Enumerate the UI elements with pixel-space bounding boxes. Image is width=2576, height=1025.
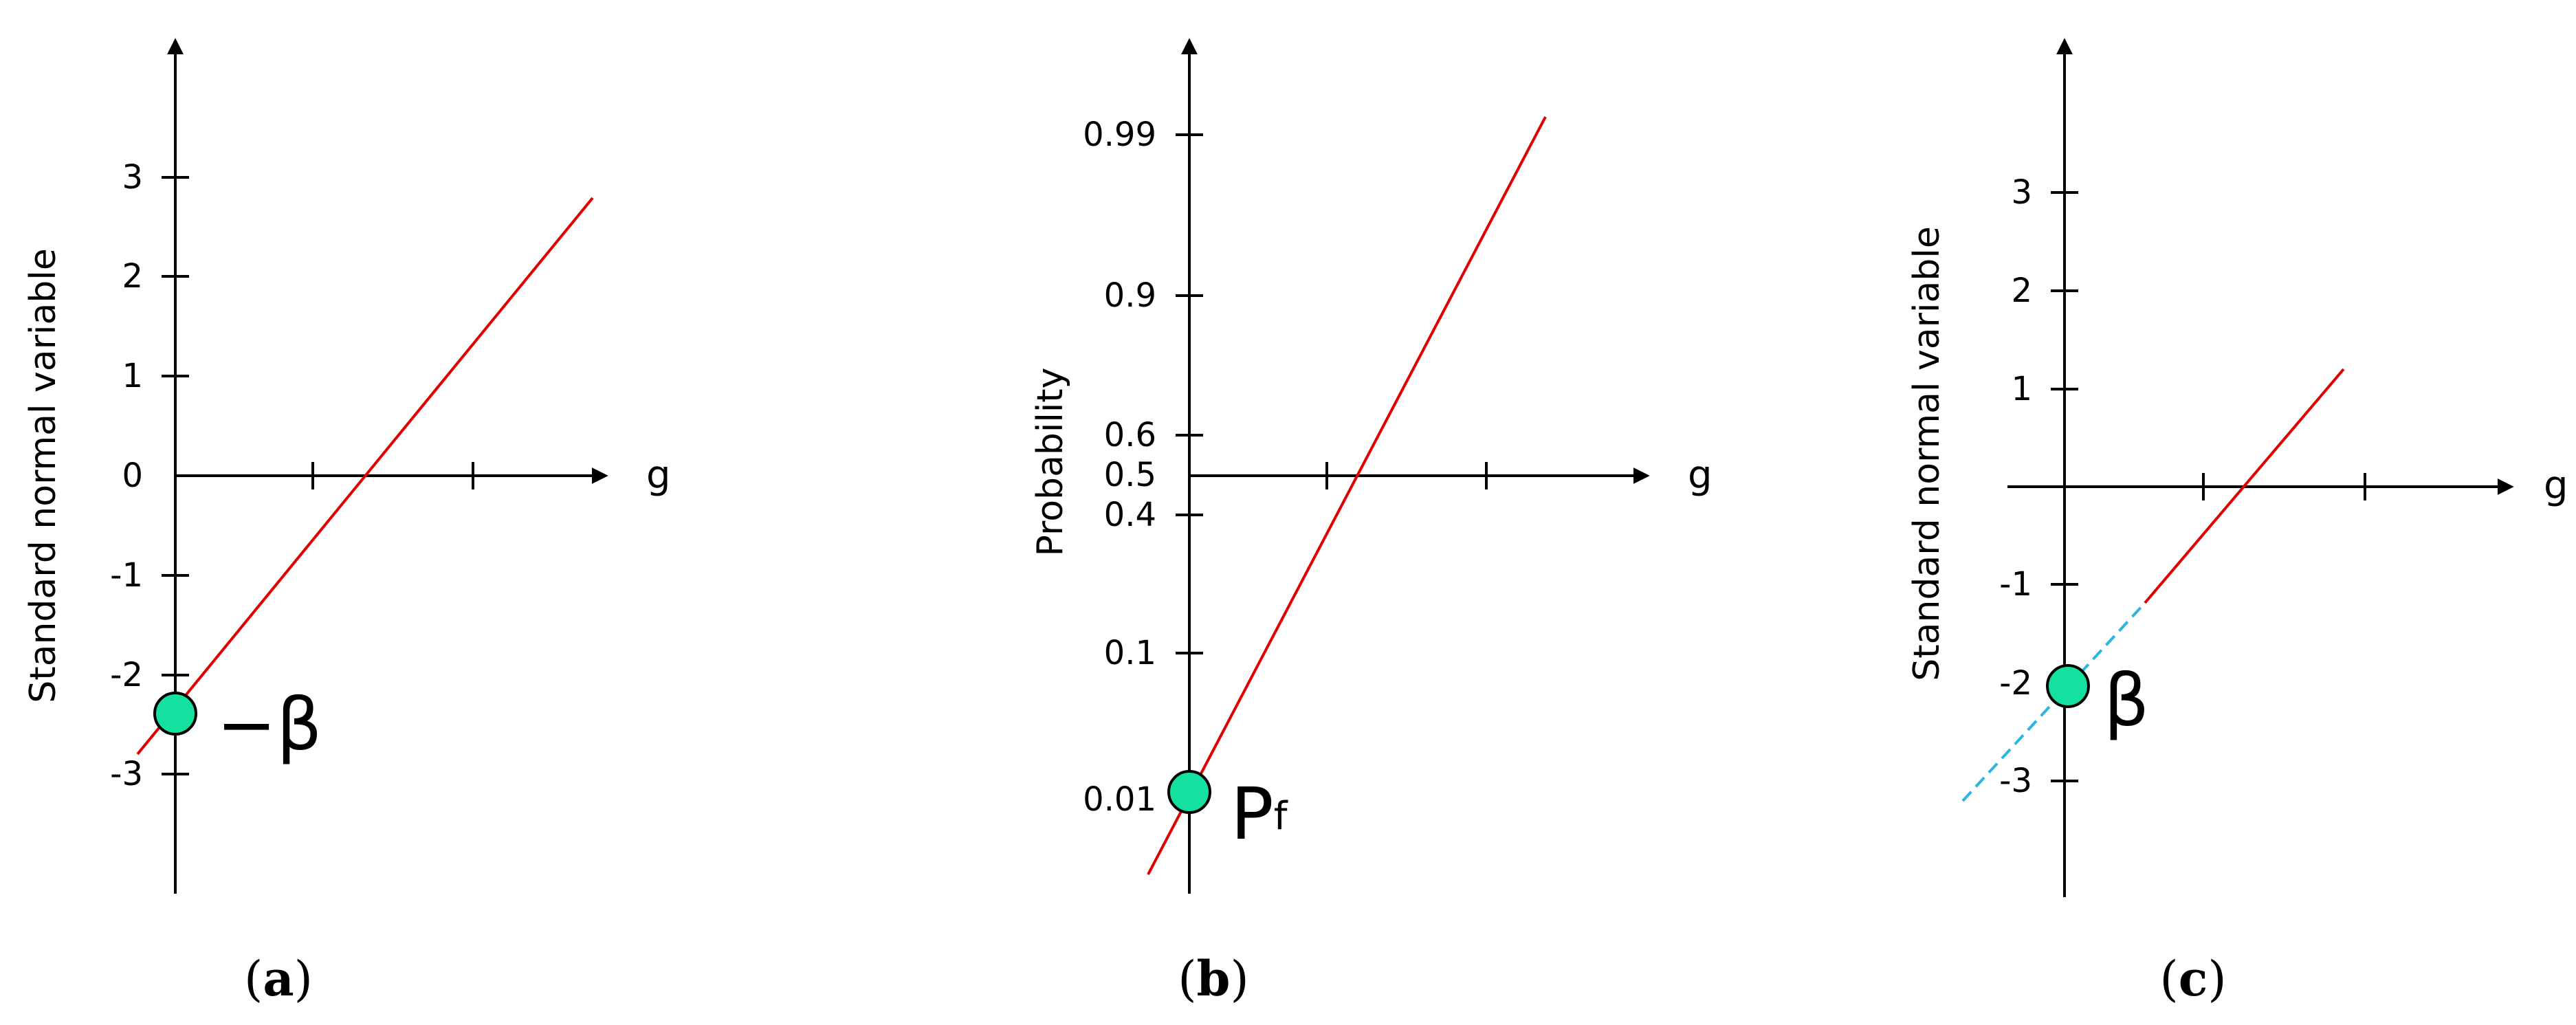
panel-b-y-tick-label-0.4: 0.4	[1104, 496, 1156, 534]
panel-a-y-tick-label-m2: -2	[110, 656, 143, 694]
panel-a-marker-label: −β	[217, 683, 322, 767]
panel-b-y-tick-label-0.1: 0.1	[1104, 634, 1156, 672]
panel-b-y-tick-label-0.99: 0.99	[1083, 115, 1156, 154]
panel-a-y-tick-label-0: 0	[122, 456, 143, 495]
panel-c-y-tick-label-m2: -2	[1999, 664, 2032, 703]
panel-c-red-line	[2144, 368, 2345, 604]
panel-c-marker-label: β	[2104, 659, 2149, 742]
panel-c-y-tick-label-m3: -3	[1999, 762, 2032, 800]
panel-c-y-tick-label-2: 2	[2011, 272, 2032, 310]
panel-c-marker	[2046, 664, 2090, 708]
panel-a-y-tick-label-2: 2	[122, 257, 143, 296]
panel-a-caption: (a)	[244, 950, 313, 1007]
panel-b: g Probability 0.99 0.9 0.6 0.5 0.4 0.1 0…	[1030, 38, 1713, 1007]
panel-a: g Standard normal variable 3 2 1 0 -1 -2…	[23, 38, 671, 1007]
panel-c-y-axis-title: Standard normal variable	[1906, 226, 1948, 681]
panel-c-y-tick-label-3: 3	[2011, 173, 2032, 212]
panel-b-marker-label: Pf	[1231, 772, 1288, 856]
panel-c-y-tick-label-m1: -1	[1999, 565, 2032, 604]
panel-a-y-tick-label-m1: -1	[110, 556, 143, 595]
panel-a-marker	[153, 692, 197, 736]
panel-b-y-tick-label-0.9: 0.9	[1104, 276, 1156, 315]
panel-b-caption: (b)	[1178, 950, 1249, 1007]
panel-b-red-line	[1147, 116, 1547, 875]
panel-a-y-tick-label-3: 3	[122, 158, 143, 197]
panel-b-y-tick-label-0.01: 0.01	[1083, 780, 1156, 819]
panel-c-y-tick-label-1: 1	[2011, 370, 2032, 408]
panel-a-y-axis-title: Standard normal variable	[23, 248, 64, 703]
panel-c-x-axis-label: g	[2544, 463, 2568, 508]
panel-a-red-line	[136, 197, 594, 756]
panel-a-x-axis-label: g	[646, 453, 671, 498]
panel-a-y-tick-label-m3: -3	[110, 755, 143, 793]
panel-a-y-tick-label-1: 1	[122, 357, 143, 395]
panel-b-y-tick-label-0.6: 0.6	[1104, 416, 1156, 454]
panel-b-marker	[1167, 770, 1211, 814]
panel-b-y-tick-label-0.5: 0.5	[1104, 456, 1156, 494]
panel-c: g Standard normal variable 3 2 1 -1 -2 -…	[1906, 38, 2568, 1007]
panel-b-x-axis-label: g	[1688, 453, 1713, 498]
panel-c-dashed-line	[1961, 602, 2146, 802]
panel-c-caption: (c)	[2159, 950, 2226, 1007]
panel-b-y-axis-title: Probability	[1030, 368, 1071, 557]
